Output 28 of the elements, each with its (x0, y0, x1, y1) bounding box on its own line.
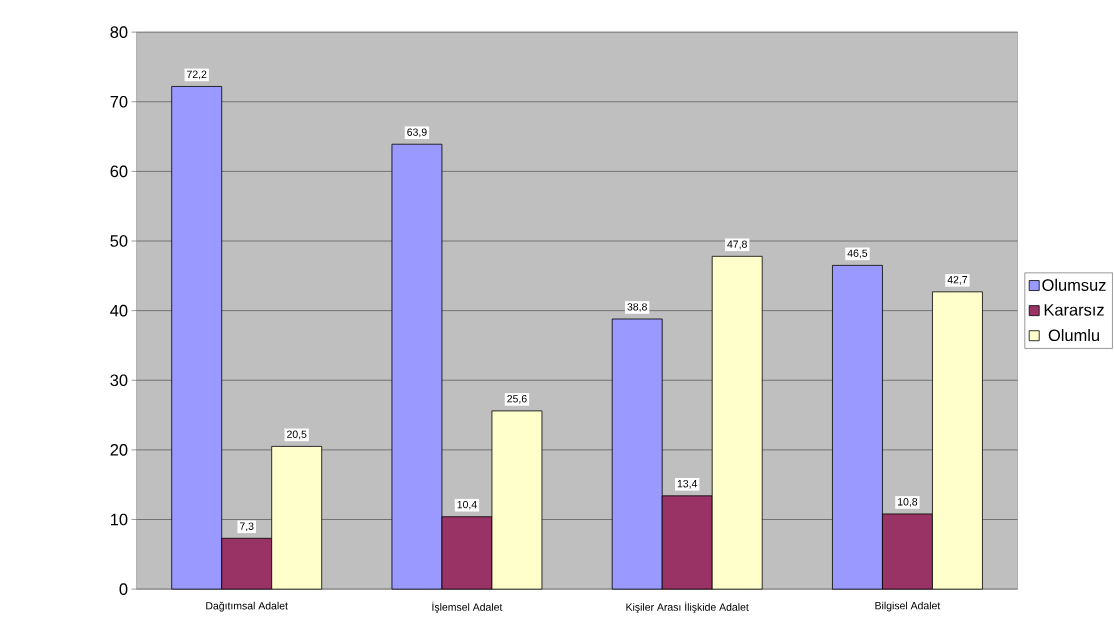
y-tick-label: 20 (110, 444, 128, 456)
x-tick-label: Dağıtımsal Adalet (206, 601, 288, 612)
legend-label: Olumlu (1048, 329, 1099, 342)
data-label: 25,6 (507, 395, 527, 404)
y-tick-label: 0 (119, 583, 128, 595)
x-tick-label: Bilgisel Adalet (875, 601, 941, 612)
y-tick-label: 40 (110, 304, 128, 317)
data-label: 10,4 (457, 500, 477, 510)
data-label: 63,9 (407, 128, 427, 138)
data-label: 42,7 (947, 276, 968, 285)
y-tick-label: 60 (110, 165, 128, 178)
data-label: 38,8 (627, 303, 647, 312)
x-tick-label: Kişiler Arası İlişkide Adalet (626, 601, 749, 613)
x-tick-label: İşlemsel Adalet (432, 601, 503, 613)
y-tick-label: 30 (110, 374, 128, 387)
legend-label: Kararsız (1044, 304, 1104, 316)
data-label: 20,5 (287, 430, 307, 440)
legend-label: Olumsuz (1042, 278, 1106, 291)
y-tick-label: 50 (110, 235, 128, 247)
y-tick-label: 80 (110, 26, 128, 38)
y-tick-label: 70 (110, 95, 128, 108)
data-label: 7,3 (239, 522, 254, 532)
data-label: 47,8 (727, 240, 747, 250)
data-label: 13,4 (677, 480, 698, 489)
data-label: 46,5 (847, 249, 868, 259)
y-tick-label: 10 (111, 513, 128, 526)
data-label: 72,2 (187, 70, 207, 80)
data-label: 10,8 (898, 498, 918, 507)
